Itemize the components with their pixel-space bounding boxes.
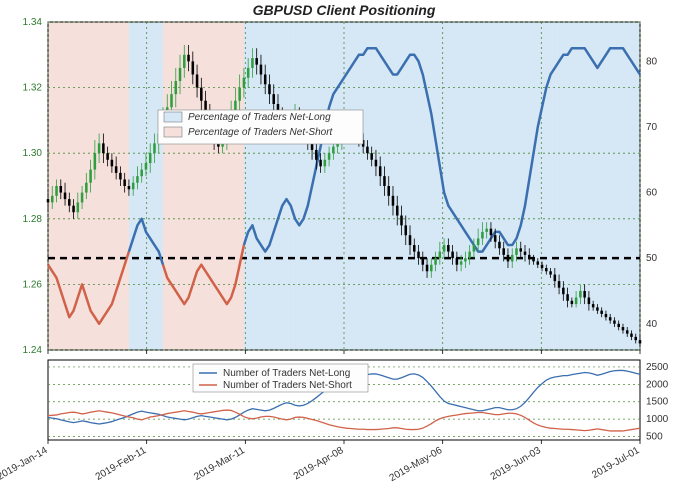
svg-text:2500: 2500 (646, 362, 669, 373)
svg-text:Number of Traders Net-Long: Number of Traders Net-Long (223, 368, 350, 379)
svg-text:1.26: 1.26 (23, 279, 43, 290)
svg-text:Number of Traders Net-Short: Number of Traders Net-Short (223, 380, 352, 391)
chart-svg: 1.24 1.26 1.28 1.30 1.32 1.34 40 50 60 70 80 GBPUSD… (0, 0, 680, 500)
svg-text:1.30: 1.30 (23, 148, 43, 159)
svg-text:50: 50 (646, 253, 658, 264)
svg-text:1.24: 1.24 (23, 345, 43, 356)
x-tick-label: 2019-Jan-14 (0, 445, 50, 483)
sub-legend: Number of Traders Net-LongNumber of Trad… (193, 364, 368, 392)
svg-text:60: 60 (646, 188, 658, 199)
svg-text:2000: 2000 (646, 379, 669, 390)
svg-text:500: 500 (646, 432, 663, 443)
svg-text:70: 70 (646, 122, 658, 133)
svg-text:1000: 1000 (646, 414, 669, 425)
svg-text:Percentage of Traders Net-Shor: Percentage of Traders Net-Short (188, 127, 334, 138)
svg-text:80: 80 (646, 56, 658, 67)
svg-text:Percentage of Traders Net-Long: Percentage of Traders Net-Long (188, 112, 331, 123)
x-tick-label: 2019-Apr-08 (292, 445, 346, 483)
x-tick-label: 2019-May-06 (388, 445, 445, 484)
x-tick-label: 2019-Jul-01 (590, 445, 642, 481)
x-tick-label: 2019-Mar-11 (192, 445, 247, 483)
svg-text:1.34: 1.34 (23, 17, 43, 28)
chart-title: GBPUSD Client Positioning (253, 2, 436, 18)
main-legend: Percentage of Traders Net-Long Percentage… (158, 110, 363, 144)
chart-container: 1.24 1.26 1.28 1.30 1.32 1.34 40 50 60 70 80 GBPUSD… (0, 0, 680, 500)
svg-text:1500: 1500 (646, 397, 669, 408)
x-tick-label: 2019-Jun-03 (489, 445, 544, 483)
svg-text:1.28: 1.28 (23, 214, 43, 225)
x-tick-label: 2019-Feb-11 (94, 445, 149, 483)
svg-text:40: 40 (646, 319, 658, 330)
svg-text:1.32: 1.32 (23, 83, 43, 94)
